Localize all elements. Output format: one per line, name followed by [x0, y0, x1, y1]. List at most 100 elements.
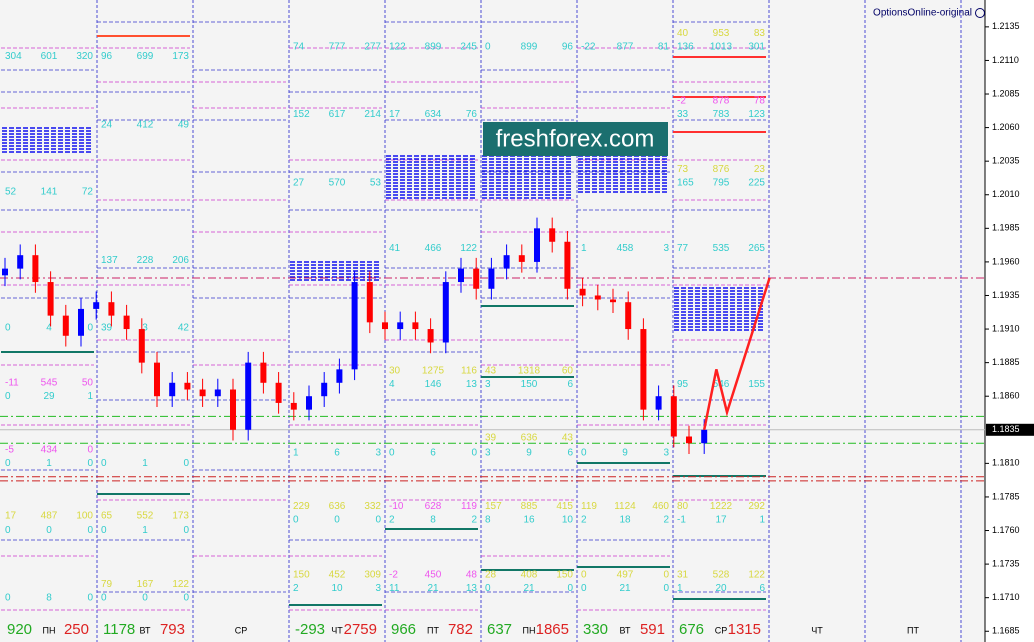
calls-total: -293	[295, 621, 325, 638]
option-value: 6	[430, 447, 436, 458]
candle-body	[686, 436, 692, 444]
calls-total: 966	[391, 621, 416, 638]
option-value: 601	[41, 51, 58, 62]
option-value: 78	[754, 95, 766, 106]
price-axis	[985, 0, 1034, 642]
option-value: 545	[41, 377, 58, 388]
option-value: 1	[142, 458, 148, 469]
option-value: 699	[137, 51, 154, 62]
candle-body	[427, 329, 434, 343]
candle-body	[549, 228, 556, 242]
decorations	[1, 0, 962, 642]
option-value: 10	[562, 514, 574, 525]
y-tick-label: 1.2035	[992, 156, 1020, 166]
option-value: 0	[87, 592, 93, 603]
option-value: 497	[617, 569, 634, 580]
option-value: 6	[334, 447, 340, 458]
y-tick-label: 1.1735	[992, 558, 1020, 568]
option-value: 65	[101, 510, 113, 521]
option-value: 17	[715, 514, 727, 525]
option-value: 96	[101, 51, 113, 62]
option-value: 0	[581, 583, 587, 594]
option-value: 21	[619, 583, 631, 594]
option-value: 23	[754, 164, 766, 175]
current-price-box	[986, 423, 1034, 436]
y-tick-label: 1.1910	[992, 323, 1020, 333]
candle-body	[473, 268, 480, 289]
option-value: 30	[389, 365, 401, 376]
option-value: 2	[581, 514, 587, 525]
candle-body	[351, 282, 358, 370]
option-value: 320	[76, 51, 93, 62]
option-value: 116	[461, 365, 477, 376]
logo-box	[483, 122, 668, 156]
option-value: 20	[715, 583, 727, 594]
option-value: 8	[485, 514, 491, 525]
option-value: 48	[466, 569, 478, 580]
option-value: 0	[101, 592, 107, 603]
candle-body	[610, 299, 616, 303]
option-value: -5	[5, 445, 14, 456]
option-value: 277	[364, 42, 381, 53]
option-value: 2	[471, 514, 477, 525]
option-value: 636	[329, 501, 346, 512]
option-value: 76	[466, 109, 478, 120]
y-tick-label: 1.1785	[992, 491, 1020, 501]
current-price-label: 1.1835	[992, 424, 1020, 434]
option-value: 16	[523, 514, 535, 525]
option-value: 953	[713, 28, 730, 39]
option-value: 0	[87, 445, 93, 456]
option-value: 0	[87, 458, 93, 469]
option-value: 27	[293, 177, 305, 188]
logo: freshforex.com	[496, 125, 655, 152]
candle-body	[214, 389, 221, 397]
option-value: 165	[677, 177, 694, 188]
option-value: 41	[389, 243, 401, 254]
option-value: 150	[556, 569, 573, 580]
option-value: 28	[485, 569, 497, 580]
option-value: 8	[46, 592, 52, 603]
candle-body	[564, 241, 571, 289]
option-value: 9	[526, 447, 532, 458]
option-value: 2	[389, 514, 395, 525]
option-value: 6	[567, 447, 573, 458]
day-label: ПТ	[427, 625, 439, 635]
option-value: 3	[485, 447, 491, 458]
option-value: 466	[425, 243, 442, 254]
option-value: 1275	[422, 365, 445, 376]
y-tick-label: 1.1935	[992, 290, 1020, 300]
option-value: 3	[663, 447, 669, 458]
y-tick-label: 1.2085	[992, 88, 1020, 98]
candle-body	[93, 302, 100, 309]
option-value: 899	[425, 42, 442, 53]
candle-body	[47, 282, 54, 316]
option-value: 123	[748, 109, 765, 120]
day-label: СР	[715, 625, 728, 635]
option-value: 33	[677, 109, 689, 120]
option-value: 173	[172, 51, 189, 62]
option-value: 304	[5, 51, 22, 62]
option-value: 167	[137, 579, 154, 590]
option-value: 157	[485, 501, 502, 512]
option-value: 3	[485, 379, 491, 390]
option-value: 434	[41, 445, 58, 456]
candle-body	[488, 268, 495, 289]
option-value: 152	[293, 109, 310, 120]
option-value: -11	[5, 377, 19, 388]
candle-body	[306, 396, 312, 410]
candle-body	[184, 382, 191, 390]
option-value: 122	[460, 243, 477, 254]
option-value: 1124	[614, 501, 636, 512]
option-value: 173	[172, 510, 189, 521]
option-value: 1	[759, 514, 765, 525]
option-value: 876	[713, 164, 730, 175]
option-value: 634	[425, 109, 442, 120]
option-value: 899	[521, 42, 538, 53]
option-value: 628	[425, 501, 442, 512]
option-value: 79	[101, 579, 113, 590]
candle-body	[290, 402, 297, 410]
option-value: 122	[389, 42, 406, 53]
option-value: -2	[389, 569, 398, 580]
puts-total: 1865	[536, 621, 569, 638]
option-value: 74	[293, 42, 305, 53]
